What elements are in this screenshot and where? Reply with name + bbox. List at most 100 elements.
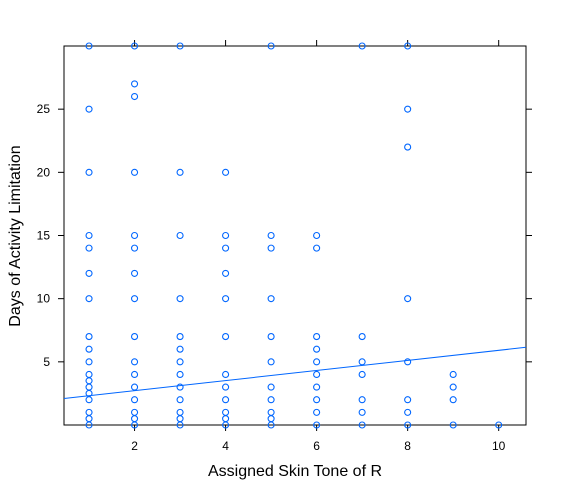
data-point xyxy=(404,42,412,50)
data-point xyxy=(222,231,230,240)
x-axis-title: Assigned Skin Tone of R xyxy=(208,463,382,480)
data-point xyxy=(176,231,184,240)
data-point xyxy=(85,396,93,404)
data-point xyxy=(176,408,184,416)
data-point xyxy=(222,168,230,176)
y-axis-title: Days of Activity Limitation xyxy=(7,145,24,326)
data-point xyxy=(222,269,230,277)
data-point xyxy=(222,333,230,341)
data-point xyxy=(449,421,457,429)
data-point xyxy=(85,377,93,385)
data-point xyxy=(358,408,366,416)
data-point xyxy=(222,396,230,404)
y-tick-label: 20 xyxy=(37,165,51,179)
data-point xyxy=(176,333,184,341)
data-point xyxy=(267,408,275,416)
data-point xyxy=(131,92,139,101)
data-point xyxy=(131,396,139,404)
data-point xyxy=(85,295,93,303)
data-point xyxy=(267,358,275,366)
data-point xyxy=(176,396,184,404)
data-point xyxy=(176,295,184,303)
data-point xyxy=(404,143,412,151)
data-point xyxy=(176,383,184,391)
y-tick-label: 5 xyxy=(43,355,50,369)
data-point xyxy=(267,42,275,50)
data-point xyxy=(222,383,230,391)
y-tick-label: 15 xyxy=(37,229,51,243)
x-tick-label: 6 xyxy=(313,439,320,453)
data-point xyxy=(85,383,93,391)
data-point xyxy=(449,396,457,404)
data-point xyxy=(85,231,93,240)
data-point xyxy=(404,358,412,366)
data-point xyxy=(449,383,457,391)
data-point xyxy=(313,421,321,429)
data-point xyxy=(313,358,321,366)
data-point xyxy=(85,244,93,252)
data-point xyxy=(358,358,366,366)
data-point xyxy=(131,168,139,176)
y-tick-label: 10 xyxy=(37,292,51,306)
data-point xyxy=(313,383,321,391)
data-point xyxy=(131,42,139,50)
data-point xyxy=(85,408,93,416)
data-point xyxy=(313,345,321,353)
data-point xyxy=(131,231,139,240)
data-point xyxy=(222,370,230,379)
data-point xyxy=(404,421,412,429)
data-point xyxy=(358,396,366,404)
x-tick-label: 10 xyxy=(492,439,506,453)
y-tick-label: 25 xyxy=(37,102,51,116)
data-point xyxy=(85,105,93,113)
data-point xyxy=(404,105,412,113)
data-point xyxy=(358,42,366,50)
data-point xyxy=(131,415,139,423)
data-point xyxy=(267,396,275,404)
data-point xyxy=(222,244,230,252)
data-point xyxy=(131,333,139,341)
data-point xyxy=(131,295,139,303)
data-point xyxy=(85,358,93,366)
data-point xyxy=(85,333,93,341)
data-point xyxy=(131,358,139,366)
data-point xyxy=(404,295,412,303)
data-point xyxy=(313,370,321,379)
data-point xyxy=(313,333,321,341)
data-point xyxy=(449,370,457,379)
data-point xyxy=(222,295,230,303)
data-point xyxy=(85,168,93,176)
data-point xyxy=(176,42,184,50)
data-point xyxy=(222,415,230,423)
plot-frame xyxy=(63,45,527,426)
data-point xyxy=(176,358,184,366)
regression-line xyxy=(63,346,527,399)
data-point xyxy=(85,269,93,277)
data-point xyxy=(313,231,321,240)
data-point xyxy=(176,345,184,353)
data-point xyxy=(85,370,93,379)
data-point xyxy=(267,333,275,341)
data-point xyxy=(313,396,321,404)
data-point xyxy=(267,415,275,423)
data-point xyxy=(131,244,139,252)
data-point xyxy=(131,383,139,391)
data-point xyxy=(358,333,366,341)
data-point xyxy=(267,295,275,303)
data-point xyxy=(313,244,321,252)
data-point xyxy=(131,408,139,416)
data-point xyxy=(176,168,184,176)
x-tick-label: 8 xyxy=(404,439,411,453)
data-point xyxy=(404,408,412,416)
data-point xyxy=(358,370,366,379)
data-point xyxy=(222,408,230,416)
data-point xyxy=(131,80,139,88)
data-point xyxy=(85,345,93,353)
data-point xyxy=(131,370,139,379)
data-point xyxy=(131,269,139,277)
data-point xyxy=(176,370,184,379)
plot-area: 2 4 6 8 10 5 10 15 20 25 xyxy=(37,40,532,453)
data-point xyxy=(404,396,412,404)
data-point xyxy=(358,421,366,429)
data-point xyxy=(85,42,93,50)
